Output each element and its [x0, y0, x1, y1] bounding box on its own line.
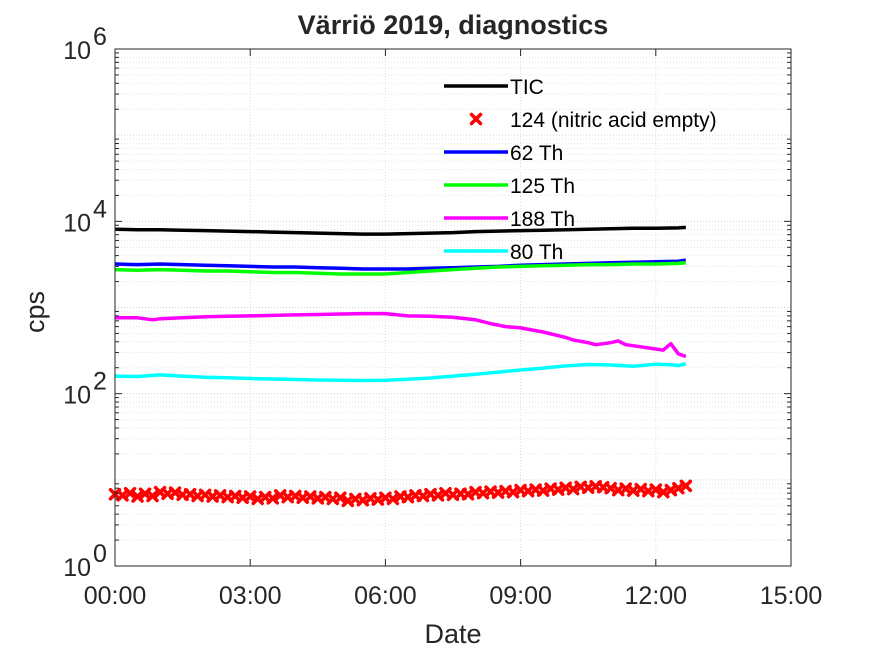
legend: TIC 124 (nitric acid empty) 62 Th 125 Th 188… [444, 76, 717, 264]
marker-stroke [206, 490, 219, 503]
marker-stroke [551, 483, 565, 496]
y-tick-label: 10 [63, 37, 91, 65]
marker-stroke [161, 487, 174, 500]
marker-stroke [296, 491, 310, 504]
series-line-125-th [114, 261, 686, 276]
x-tick-label: 06:00 [354, 582, 417, 610]
plot-frame [114, 48, 792, 567]
data-point [679, 479, 693, 493]
y-tick-exponent: 6 [93, 23, 107, 51]
marker-stroke [401, 490, 415, 504]
marker-stroke [221, 490, 234, 504]
y-tick-label: 10 [63, 209, 91, 237]
x-tick-label: 03:00 [219, 582, 282, 610]
marker-stroke [446, 488, 460, 502]
data-point [123, 486, 137, 500]
marker-stroke [469, 112, 483, 126]
y-tick-exponent: 2 [93, 368, 107, 396]
y-tick-exponent: 4 [93, 195, 107, 223]
marker-stroke [431, 489, 445, 502]
series-layer [108, 225, 693, 508]
marker-stroke [581, 481, 595, 494]
chart-title: Värriö 2019, diagnostics [298, 10, 609, 40]
marker-stroke [356, 493, 370, 507]
marker-stroke [386, 492, 400, 506]
marker-stroke [461, 488, 475, 501]
marker-stroke [116, 489, 129, 502]
legend-label-tic: TIC [510, 76, 544, 99]
marker-stroke [123, 486, 137, 500]
legend-label-125-th: 125 Th [510, 175, 575, 198]
marker-stroke [679, 479, 693, 493]
x-tick-label: 12:00 [625, 582, 688, 610]
legend-label-62-th: 62 Th [510, 142, 563, 165]
marker-stroke [566, 482, 580, 496]
marker-stroke [416, 489, 430, 503]
series-line-tic [114, 225, 686, 236]
y-tick-exponent: 0 [93, 540, 107, 568]
marker-stroke [326, 492, 340, 506]
marker-stroke [311, 492, 325, 505]
legend-label-124-nitric-acid-empty: 124 (nitric acid empty) [510, 109, 717, 132]
series-124-nitric-acid-empty [108, 479, 693, 508]
x-tick-label: 15:00 [760, 582, 823, 610]
marker-stroke [476, 486, 490, 500]
marker-stroke [131, 490, 144, 503]
x-axis-label: Date [424, 619, 481, 649]
marker-stroke [657, 485, 670, 499]
marker-stroke [664, 483, 678, 497]
y-axis-label: cps [20, 291, 50, 333]
marker-stroke [281, 490, 295, 504]
series-line-80-th [114, 362, 687, 383]
legend-label-188-th: 188 Th [510, 208, 575, 231]
marker-stroke [506, 485, 520, 499]
marker-stroke [266, 492, 279, 505]
y-tick-label: 10 [63, 382, 91, 410]
marker-stroke [251, 492, 264, 506]
marker-stroke [341, 494, 355, 508]
marker-stroke [536, 484, 550, 497]
x-tick-label: 00:00 [84, 582, 147, 610]
marker-stroke [146, 489, 159, 503]
marker-stroke [627, 484, 640, 497]
marker-stroke [672, 481, 685, 495]
marker-stroke [371, 493, 385, 506]
marker-stroke [611, 483, 625, 497]
marker-stroke [191, 489, 204, 503]
marker-stroke [642, 484, 655, 498]
marker-stroke [491, 486, 505, 499]
data-point [146, 489, 159, 503]
legend-label-80-th: 80 Th [510, 241, 563, 264]
marker-stroke [236, 491, 249, 504]
series-line-188-th [115, 311, 687, 359]
legend-marker-124-nitric-acid-empty [469, 112, 483, 126]
x-tick-label: 09:00 [489, 582, 552, 610]
y-tick-label: 10 [63, 554, 91, 582]
marker-stroke [521, 484, 535, 498]
